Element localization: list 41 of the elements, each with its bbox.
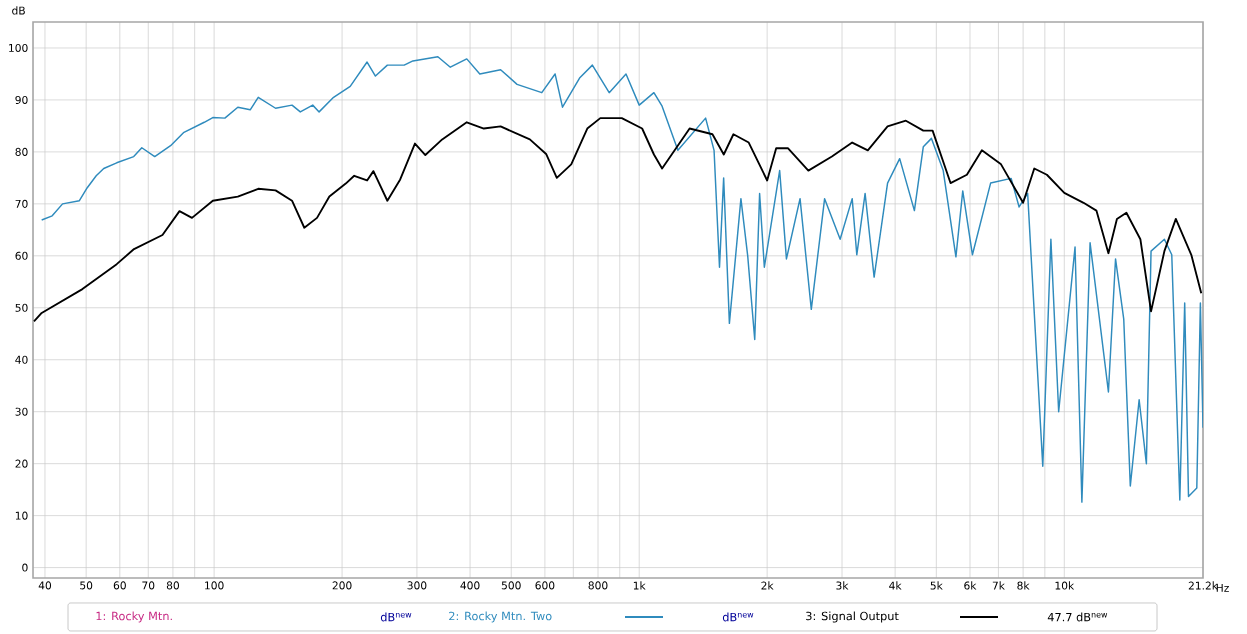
x-tick-label: 600 <box>535 581 555 590</box>
x-tick-label: 300 <box>407 581 427 590</box>
text: 3: Signal Output <box>806 611 899 623</box>
y-tick-label: 100 <box>9 43 28 52</box>
x-tick-label: 400 <box>460 581 480 590</box>
x-tick-label: 21.2k <box>1188 581 1218 590</box>
x-tick-label: 1k <box>633 581 646 590</box>
x-tick-label: 7k <box>992 581 1005 590</box>
x-tick-label: 10k <box>1055 581 1075 590</box>
text: 47.7 dB$^{new}$ <box>1047 612 1108 622</box>
y-tick-label: 20 <box>15 459 28 468</box>
x-tick-label: 4k <box>889 581 902 590</box>
x-tick-label: 5k <box>930 581 943 590</box>
x-tick-label: 3k <box>836 581 849 590</box>
x-tick-label: 40 <box>38 581 52 590</box>
x-tick-label: 800 <box>588 581 608 590</box>
x-tick-label: 2k <box>761 581 774 590</box>
y-tick-label: 10 <box>15 511 28 520</box>
x-axis-title: Hz <box>1216 584 1229 592</box>
y-tick-label: 40 <box>15 355 28 364</box>
x-tick-label: 200 <box>332 581 352 590</box>
x-tick-label: 70 <box>142 581 155 590</box>
x-tick-label: 500 <box>501 581 521 590</box>
text: dB$^{new}$ <box>380 612 412 622</box>
x-tick-label: 50 <box>80 581 93 590</box>
x-tick-label: 100 <box>205 581 224 590</box>
x-tick-label: 8k <box>1017 581 1030 590</box>
y-tick-label: 0 <box>22 563 28 572</box>
text: 1: Rocky Mtn. <box>96 611 172 623</box>
y-tick-label: 30 <box>15 407 28 416</box>
y-tick-label: 50 <box>15 303 28 312</box>
y-tick-label: 70 <box>15 199 28 208</box>
y-tick-label: 60 <box>15 251 28 260</box>
text: dB$^{new}$ <box>722 612 754 622</box>
x-tick-label: 6k <box>964 581 977 590</box>
y-axis-title: dB <box>12 6 25 15</box>
y-tick-label: 80 <box>15 147 28 156</box>
x-tick-label: 60 <box>113 581 126 590</box>
y-tick-label: 90 <box>15 95 28 104</box>
text: 2: Rocky Mtn. Two <box>449 611 552 623</box>
x-tick-label: 80 <box>166 581 180 590</box>
